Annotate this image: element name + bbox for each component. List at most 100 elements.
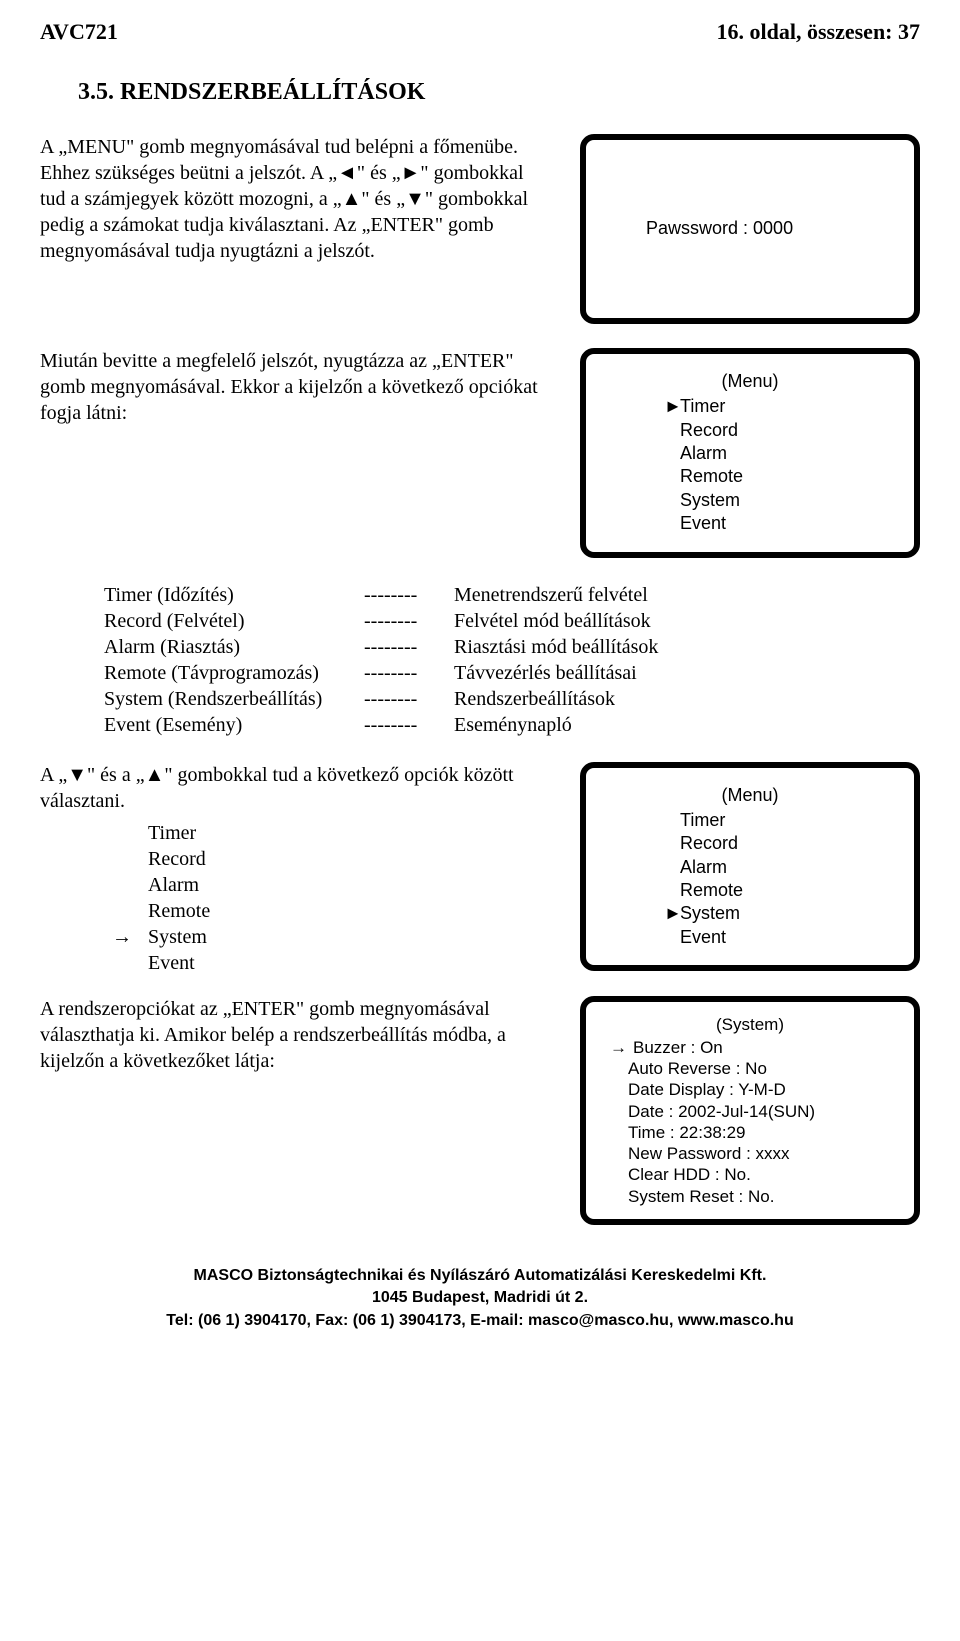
- doc-id: AVC721: [40, 18, 118, 47]
- system-line: Clear HDD : No.: [600, 1164, 900, 1185]
- footer-line-2: 1045 Budapest, Madridi út 2.: [40, 1287, 920, 1309]
- option-label: System: [148, 924, 207, 950]
- system-arrow-icon: →: [610, 1037, 627, 1058]
- menu-marker-icon: ►: [664, 902, 680, 925]
- desc-row: System (Rendszerbeállítás)--------Rendsz…: [104, 686, 920, 712]
- para4-col: A rendszeropciókat az „ENTER" gomb megny…: [40, 996, 540, 1078]
- desc-row: Remote (Távprogramozás)--------Távvezérl…: [104, 660, 920, 686]
- option-label: Record: [148, 846, 206, 872]
- row-intro: A „MENU" gomb megnyomásával tud belépni …: [40, 134, 920, 324]
- option-item: Timer: [160, 820, 540, 846]
- desc-value: Menetrendszerű felvétel: [454, 582, 648, 608]
- menu-item-label: System: [680, 902, 740, 925]
- system-screen: (System) →Buzzer : OnAuto Reverse : NoDa…: [580, 996, 920, 1225]
- intro-text: A „MENU" gomb megnyomásával tud belépni …: [40, 134, 540, 268]
- options-textcol: A „▼" és a „▲" gombokkal tud a következő…: [40, 762, 540, 976]
- para2-col: Miután bevitte a megfelelő jelszót, nyug…: [40, 348, 540, 430]
- para1: A „MENU" gomb megnyomásával tud belépni …: [40, 134, 540, 264]
- option-item: Alarm: [160, 872, 540, 898]
- desc-key: System (Rendszerbeállítás): [104, 686, 364, 712]
- menu-screen-1: (Menu) ►TimerRecordAlarmRemoteSystemEven…: [580, 348, 920, 558]
- option-item: Record: [160, 846, 540, 872]
- section-title: 3.5. RENDSZERBEÁLLÍTÁSOK: [78, 77, 920, 108]
- footer-line-3: Tel: (06 1) 3904170, Fax: (06 1) 3904173…: [40, 1310, 920, 1332]
- menu-item: ►Timer: [604, 395, 896, 418]
- menu-item-label: Remote: [680, 879, 743, 902]
- menu2-box-col: (Menu) TimerRecordAlarmRemote►SystemEven…: [580, 762, 920, 972]
- desc-value: Rendszerbeállítások: [454, 686, 615, 712]
- menu-item: System: [604, 489, 896, 512]
- menu-item: Alarm: [604, 856, 896, 879]
- option-arrow-icon: →: [112, 924, 148, 950]
- menu-item-label: Timer: [680, 395, 725, 418]
- option-label: Timer: [148, 820, 196, 846]
- desc-value: Eseménynapló: [454, 712, 572, 738]
- row-options: A „▼" és a „▲" gombokkal tud a következő…: [40, 762, 920, 976]
- menu-item: Event: [604, 926, 896, 949]
- para2: Miután bevitte a megfelelő jelszót, nyug…: [40, 348, 540, 426]
- desc-value: Felvétel mód beállítások: [454, 608, 651, 634]
- menu-item-label: System: [680, 489, 740, 512]
- menu-item: Alarm: [604, 442, 896, 465]
- row-system: A rendszeropciókat az „ENTER" gomb megny…: [40, 996, 920, 1225]
- desc-row: Alarm (Riasztás)--------Riasztási mód be…: [104, 634, 920, 660]
- option-item: →System: [160, 924, 540, 950]
- menu-item-label: Record: [680, 832, 738, 855]
- desc-dash: --------: [364, 608, 454, 634]
- options-list: TimerRecordAlarmRemote→SystemEvent: [160, 820, 540, 976]
- password-screen: Pawssword : 0000: [580, 134, 920, 324]
- row-menu1: Miután bevitte a megfelelő jelszót, nyug…: [40, 348, 920, 558]
- menu1-box-col: (Menu) ►TimerRecordAlarmRemoteSystemEven…: [580, 348, 920, 558]
- desc-value: Távvezérlés beállításai: [454, 660, 637, 686]
- menu-item: Record: [604, 832, 896, 855]
- menu-screen-2: (Menu) TimerRecordAlarmRemote►SystemEven…: [580, 762, 920, 972]
- desc-value: Riasztási mód beállítások: [454, 634, 658, 660]
- menu-item-label: Timer: [680, 809, 725, 832]
- password-line: Pawssword : 0000: [646, 217, 793, 240]
- desc-dash: --------: [364, 634, 454, 660]
- menu1-title: (Menu): [604, 370, 896, 393]
- menu-item: Record: [604, 419, 896, 442]
- desc-row: Timer (Időzítés)--------Menetrendszerű f…: [104, 582, 920, 608]
- system-line: → Buzzer : On: [600, 1037, 900, 1058]
- menu-item-label: Event: [680, 926, 726, 949]
- menu2-title: (Menu): [604, 784, 896, 807]
- page-header: AVC721 16. oldal, összesen: 37: [40, 18, 920, 47]
- option-label: Alarm: [148, 872, 199, 898]
- system-line-label: Buzzer : On: [633, 1037, 723, 1058]
- para4: A rendszeropciókat az „ENTER" gomb megny…: [40, 996, 540, 1074]
- system-line: New Password : xxxx: [600, 1143, 900, 1164]
- system-title: (System): [600, 1014, 900, 1035]
- option-arrow-icon: [112, 820, 148, 846]
- menu-item-label: Alarm: [680, 856, 727, 879]
- page-label: 16. oldal, összesen: 37: [717, 18, 921, 47]
- option-label: Event: [148, 950, 195, 976]
- footer-line-1: MASCO Biztonságtechnikai és Nyílászáró A…: [40, 1265, 920, 1287]
- menu-item-label: Alarm: [680, 442, 727, 465]
- menu-item: Remote: [604, 465, 896, 488]
- password-box-col: Pawssword : 0000: [580, 134, 920, 324]
- system-line: Time : 22:38:29: [600, 1122, 900, 1143]
- system-line: Auto Reverse : No: [600, 1058, 900, 1079]
- desc-dash: --------: [364, 686, 454, 712]
- system-line: Date : 2002-Jul-14(SUN): [600, 1101, 900, 1122]
- page-footer: MASCO Biztonságtechnikai és Nyílászáró A…: [40, 1265, 920, 1332]
- menu-item: Timer: [604, 809, 896, 832]
- menu-item: Event: [604, 512, 896, 535]
- desc-key: Record (Felvétel): [104, 608, 364, 634]
- description-list: Timer (Időzítés)--------Menetrendszerű f…: [104, 582, 920, 738]
- option-arrow-icon: [112, 846, 148, 872]
- system-box-col: (System) →Buzzer : OnAuto Reverse : NoDa…: [580, 996, 920, 1225]
- option-arrow-icon: [112, 872, 148, 898]
- desc-row: Record (Felvétel)--------Felvétel mód be…: [104, 608, 920, 634]
- option-arrow-icon: [112, 898, 148, 924]
- menu-item-label: Record: [680, 419, 738, 442]
- desc-dash: --------: [364, 582, 454, 608]
- desc-key: Timer (Időzítés): [104, 582, 364, 608]
- option-arrow-icon: [112, 950, 148, 976]
- option-item: Event: [160, 950, 540, 976]
- desc-key: Remote (Távprogramozás): [104, 660, 364, 686]
- system-line: Date Display : Y-M-D: [600, 1079, 900, 1100]
- para3: A „▼" és a „▲" gombokkal tud a következő…: [40, 762, 540, 814]
- desc-dash: --------: [364, 660, 454, 686]
